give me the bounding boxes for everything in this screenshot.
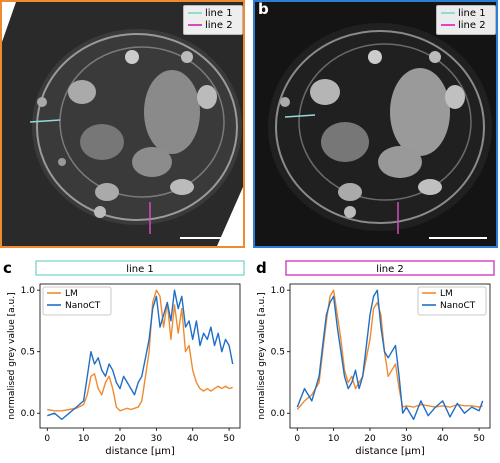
chart-d-title-box [285, 260, 495, 276]
chart-d-svg: line 2 0 10 20 30 40 50 0.0 0.5 1.0 distance [μm] n… [257, 260, 495, 457]
chart-c-xlabel: distance [μm] [105, 446, 175, 457]
panel-letter-d: d [256, 259, 267, 277]
chart-d-xlabel: distance [μm] [355, 446, 425, 457]
chart-c-series-lm [47, 289, 233, 412]
chart-c-ytick-label-1: 0.5 [21, 348, 35, 358]
chart-d-xtick-label-1: 10 [328, 434, 340, 444]
chart-c-xtick-label-2: 20 [114, 434, 126, 444]
legend-a-swatch-line2 [188, 24, 202, 26]
chart-d-xtick-label-2: 20 [364, 434, 376, 444]
chart-c-xtick-label-1: 10 [78, 434, 90, 444]
chart-d-ylabel: normalised grey value [a.u.] [257, 292, 267, 419]
chart-d-xtick-label-5: 50 [473, 434, 485, 444]
nanoct-slice [255, 2, 496, 246]
chart-d-xtick-label-3: 30 [401, 434, 413, 444]
chart-c-svg: line 1 0 10 20 30 40 50 0.0 0.5 1.0 distance [μm] n… [7, 260, 245, 457]
chart-c-xtick-label-0: 0 [44, 434, 50, 444]
chart-c-ytick-label-2: 1.0 [21, 286, 36, 296]
chart-c-legend [42, 286, 112, 316]
legend-a-label-line1: line 1 [205, 8, 233, 19]
chart-c-ylabel: normalised grey value [a.u.] [7, 292, 17, 419]
chart-c-xtick-label-4: 40 [187, 434, 199, 444]
chart-c-legend-label-lm: LM [65, 289, 78, 299]
legend-a-item-line2: line 2 [188, 19, 233, 32]
lm-micrograph [2, 2, 243, 246]
chart-d-legend-label-nanoct: NanoCT [440, 301, 476, 311]
legend-b-item-line1: line 1 [441, 7, 486, 20]
chart-c-legend-label-nanoct: NanoCT [65, 301, 101, 311]
legend-a-swatch-line1 [188, 12, 202, 14]
panel-letter-b: b [258, 0, 269, 18]
image-panel-b [253, 0, 498, 248]
legend-b-label-line2: line 2 [458, 20, 486, 31]
chart-d-title: line 2 [376, 264, 404, 275]
image-panel-a [0, 0, 245, 248]
chart-c-title-box [35, 260, 245, 276]
legend-a-label-line2: line 2 [205, 20, 233, 31]
chart-d-legend [417, 286, 487, 316]
chart-d-ytick-label-0: 0.0 [271, 409, 286, 419]
chart-d-xtick-label-4: 40 [437, 434, 449, 444]
chart-c-xtick-label-5: 50 [223, 434, 235, 444]
legend-b-label-line1: line 1 [458, 8, 486, 19]
chart-c-ytick-label-0: 0.0 [21, 409, 36, 419]
chart-d-ytick-label-1: 0.5 [271, 348, 285, 358]
chart-d-series-nanoct [296, 289, 484, 421]
chart-c-title: line 1 [126, 264, 154, 275]
panel-letter-a: a [2, 0, 13, 18]
legend-b-item-line2: line 2 [441, 19, 486, 32]
legend-a-item-line1: line 1 [188, 7, 233, 20]
chart-d-xtick-label-0: 0 [294, 434, 300, 444]
chart-c-axes-frame [39, 283, 241, 429]
chart-c: line 1 0 10 20 30 40 50 0.0 0.5 1.0 distance [μm] n… [0, 258, 250, 459]
chart-d-series-lm [296, 289, 483, 410]
legend-b-swatch-line2 [441, 24, 455, 26]
chart-c-series-nanoct [47, 289, 234, 421]
chart-d-axes-frame [289, 283, 491, 429]
chart-d-ytick-label-2: 1.0 [271, 286, 286, 296]
legend-b-swatch-line1 [441, 12, 455, 14]
chart-d: line 2 0 10 20 30 40 50 0.0 0.5 1.0 distance [μm] n… [250, 258, 500, 459]
chart-c-xtick-label-3: 30 [151, 434, 163, 444]
chart-d-legend-label-lm: LM [440, 289, 453, 299]
legend-b: line 1 line 2 [436, 5, 496, 35]
legend-a: line 1 line 2 [183, 5, 243, 35]
panel-letter-c: c [3, 259, 12, 277]
